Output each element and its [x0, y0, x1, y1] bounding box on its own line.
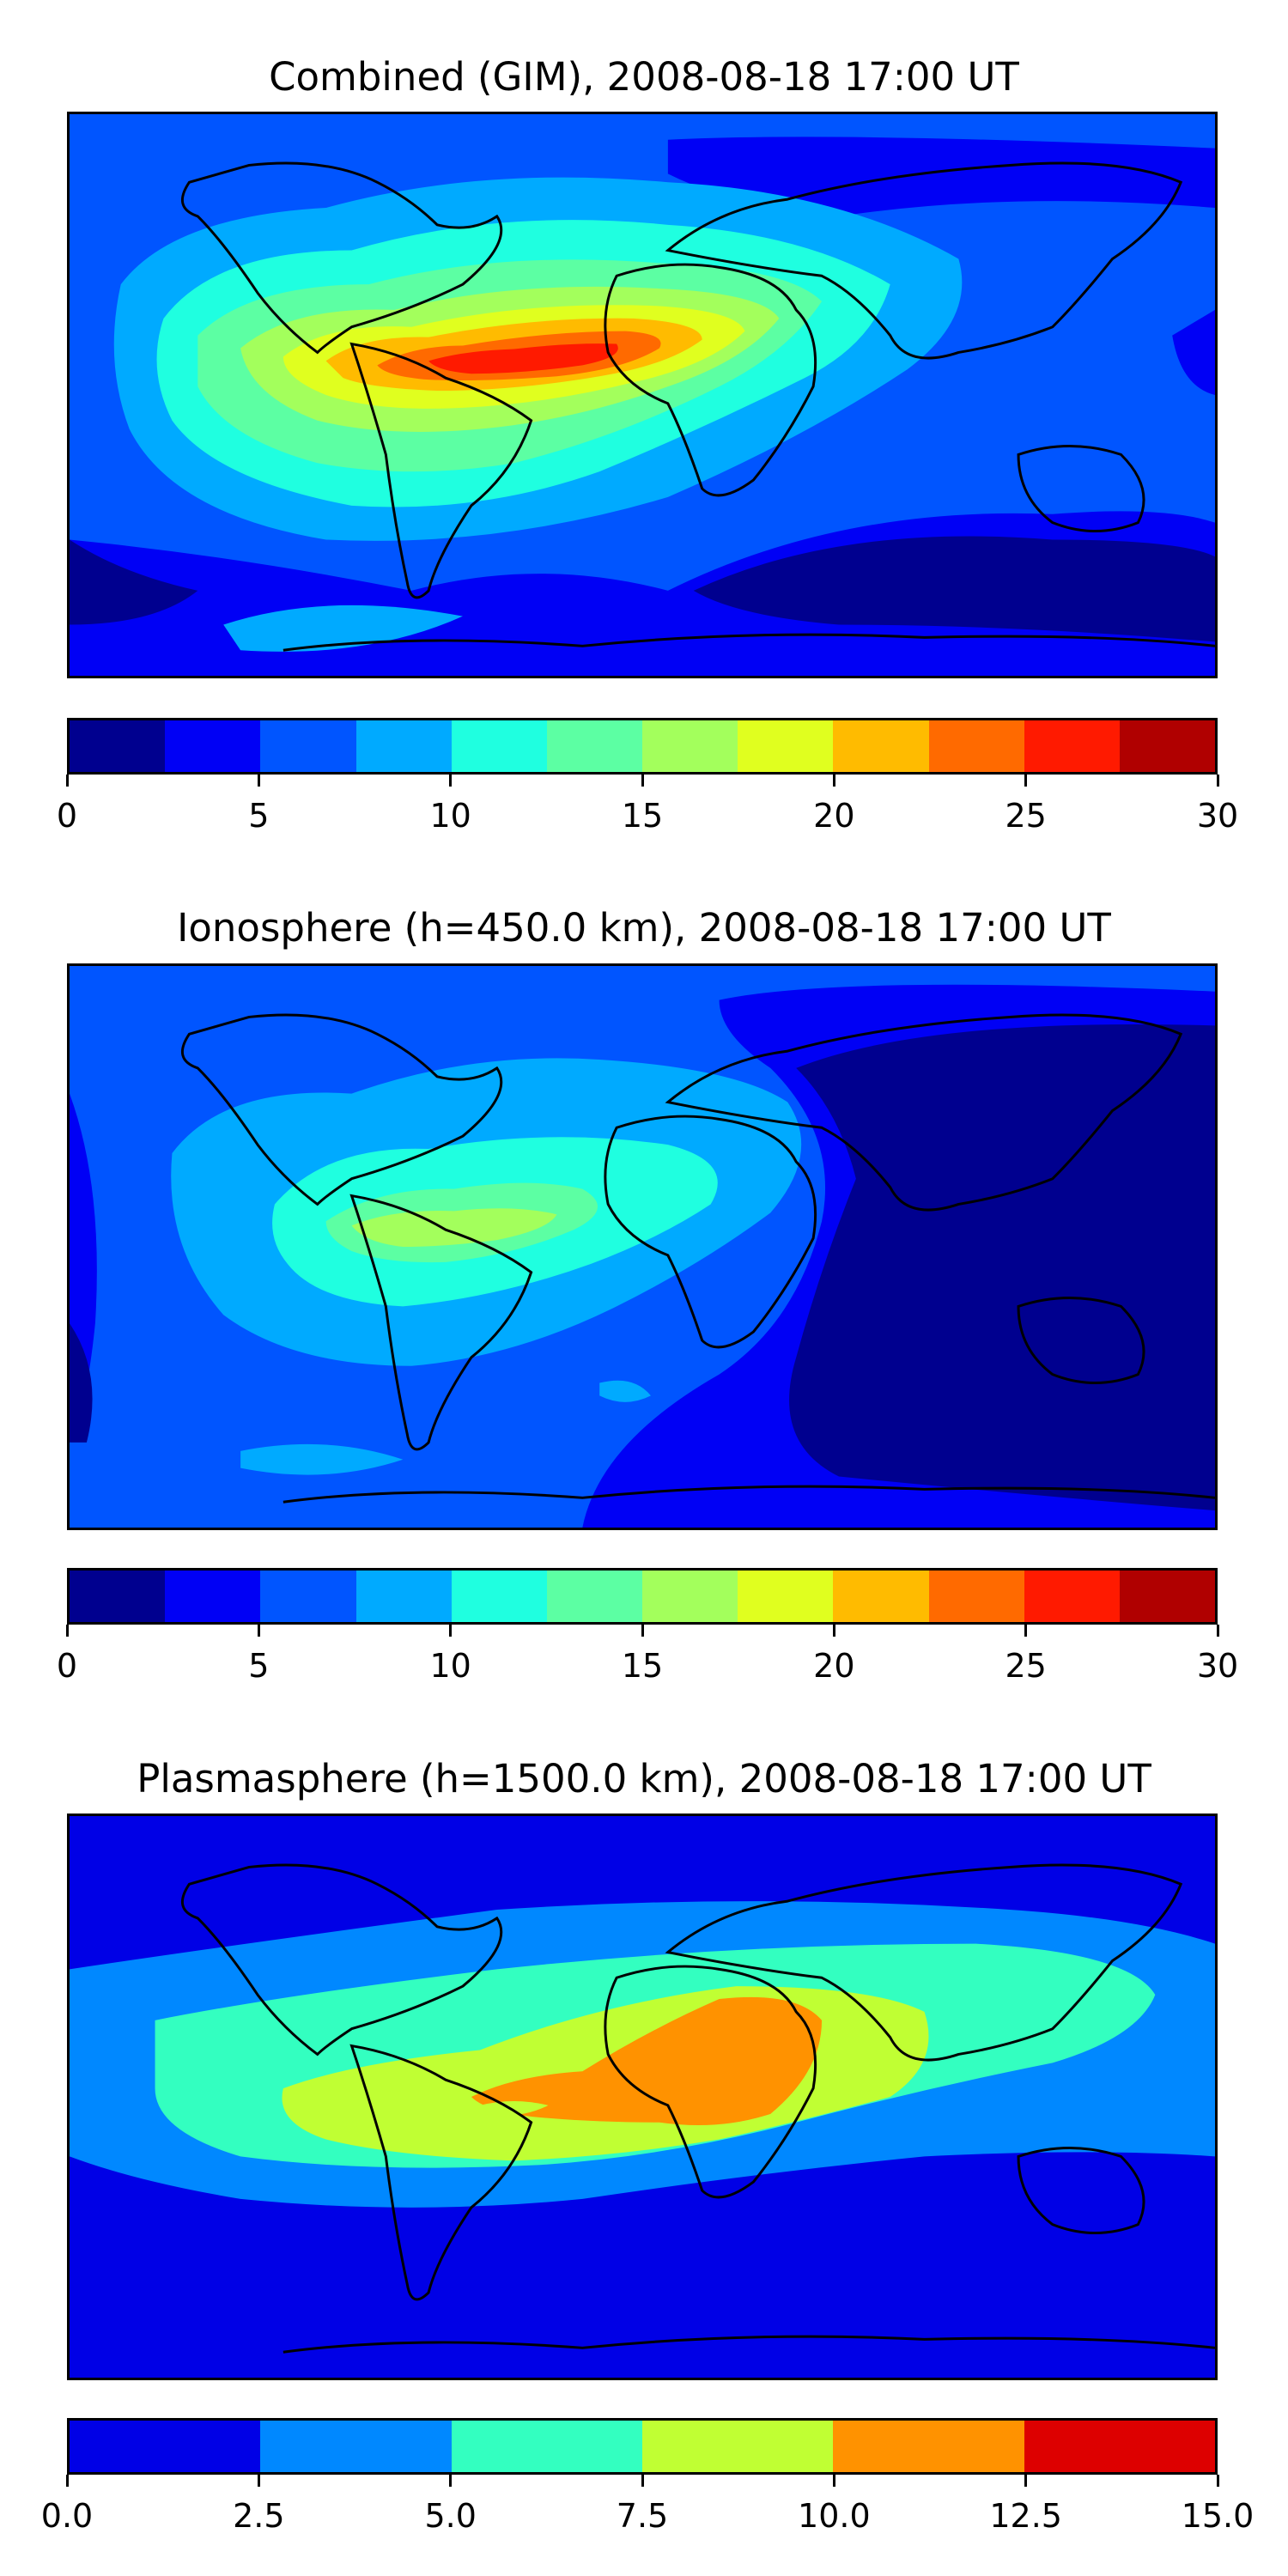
colorbar-bin — [928, 1571, 1024, 1622]
colorbar-tick-label: 20 — [813, 797, 855, 835]
colorbar-bin — [70, 2421, 261, 2472]
colorbar-bin — [1119, 1571, 1216, 1622]
colorbar-bin — [642, 1571, 738, 1622]
colorbar-tick-label: 0.0 — [40, 2497, 94, 2535]
colorbar — [67, 2418, 1218, 2475]
colorbar-bin — [165, 1571, 261, 1622]
colorbar-bin — [738, 720, 834, 772]
colorbar-bin — [738, 1571, 834, 1622]
colorbar-bin — [641, 2421, 834, 2472]
colorbar-tick-label: 10 — [429, 797, 471, 835]
colorbar-tick-label: 10.0 — [798, 2497, 871, 2535]
colorbar-tick-label: 0 — [56, 1647, 78, 1685]
colorbar-bin — [642, 720, 738, 772]
colorbar-bin — [260, 720, 356, 772]
colorbar-bin — [355, 1571, 452, 1622]
tec-contour-map — [70, 114, 1215, 676]
colorbar-bin — [546, 1571, 643, 1622]
colorbar-bin — [833, 2421, 1024, 2472]
colorbar-bin — [928, 720, 1024, 772]
tec-map — [67, 963, 1218, 1530]
colorbar-bin — [833, 720, 929, 772]
colorbar-tick-label: 12.5 — [989, 2497, 1062, 2535]
colorbar-bin — [1024, 720, 1120, 772]
colorbar-tick-label: 20 — [813, 1647, 855, 1685]
colorbar-tick-label: 15 — [621, 797, 664, 835]
tec-map — [67, 1814, 1218, 2380]
colorbar-bin — [833, 1571, 929, 1622]
colorbar-tick-label: 30 — [1196, 1647, 1239, 1685]
colorbar-tick-label: 0 — [56, 797, 78, 835]
colorbar-bin — [355, 720, 452, 772]
colorbar-tick-label: 2.5 — [233, 2497, 285, 2535]
colorbar-bin — [1119, 720, 1216, 772]
colorbar-tick-label: 15.0 — [1181, 2497, 1255, 2535]
colorbar-bin — [546, 720, 643, 772]
colorbar-bin — [165, 720, 261, 772]
colorbar-tick-label: 25 — [1005, 797, 1047, 835]
colorbar-bin — [451, 720, 547, 772]
panel-title: Combined (GIM), 2008-08-18 17:00 UT — [269, 54, 1019, 100]
colorbar — [67, 1568, 1218, 1625]
colorbar — [67, 718, 1218, 775]
colorbar-tick-label: 7.5 — [616, 2497, 669, 2535]
colorbar-bin — [70, 1571, 166, 1622]
tec-contour-map — [70, 966, 1215, 1528]
colorbar-tick-label: 5 — [248, 797, 270, 835]
colorbar-ticks: 0.0 2.5 5.0 7.5 10.0 12.5 15.0 — [41, 2475, 1254, 2535]
panel-title: Ionosphere (h=450.0 km), 2008-08-18 17:0… — [177, 905, 1111, 951]
colorbar-bin — [70, 720, 166, 772]
colorbar-bin — [451, 2421, 642, 2472]
colorbar-tick-label: 10 — [429, 1647, 471, 1685]
panel-title: Plasmasphere (h=1500.0 km), 2008-08-18 1… — [137, 1756, 1151, 1801]
colorbar-tick-label: 5 — [248, 1647, 270, 1685]
colorbar-bin — [260, 1571, 356, 1622]
colorbar-bin — [260, 2421, 452, 2472]
colorbar-ticks: 0 5 10 15 20 25 30 — [57, 1625, 1238, 1685]
colorbar-tick-label: 25 — [1005, 1647, 1047, 1685]
colorbar-tick-label: 30 — [1196, 797, 1239, 835]
colorbar-bin — [1024, 1571, 1120, 1622]
colorbar-bin — [451, 1571, 547, 1622]
colorbar-tick-label: 5.0 — [424, 2497, 477, 2535]
tec-contour-map — [70, 1816, 1215, 2378]
colorbar-ticks: 0 5 10 15 20 25 30 — [57, 775, 1238, 835]
colorbar-bin — [1024, 2421, 1215, 2472]
tec-map — [67, 112, 1218, 678]
colorbar-tick-label: 15 — [621, 1647, 664, 1685]
